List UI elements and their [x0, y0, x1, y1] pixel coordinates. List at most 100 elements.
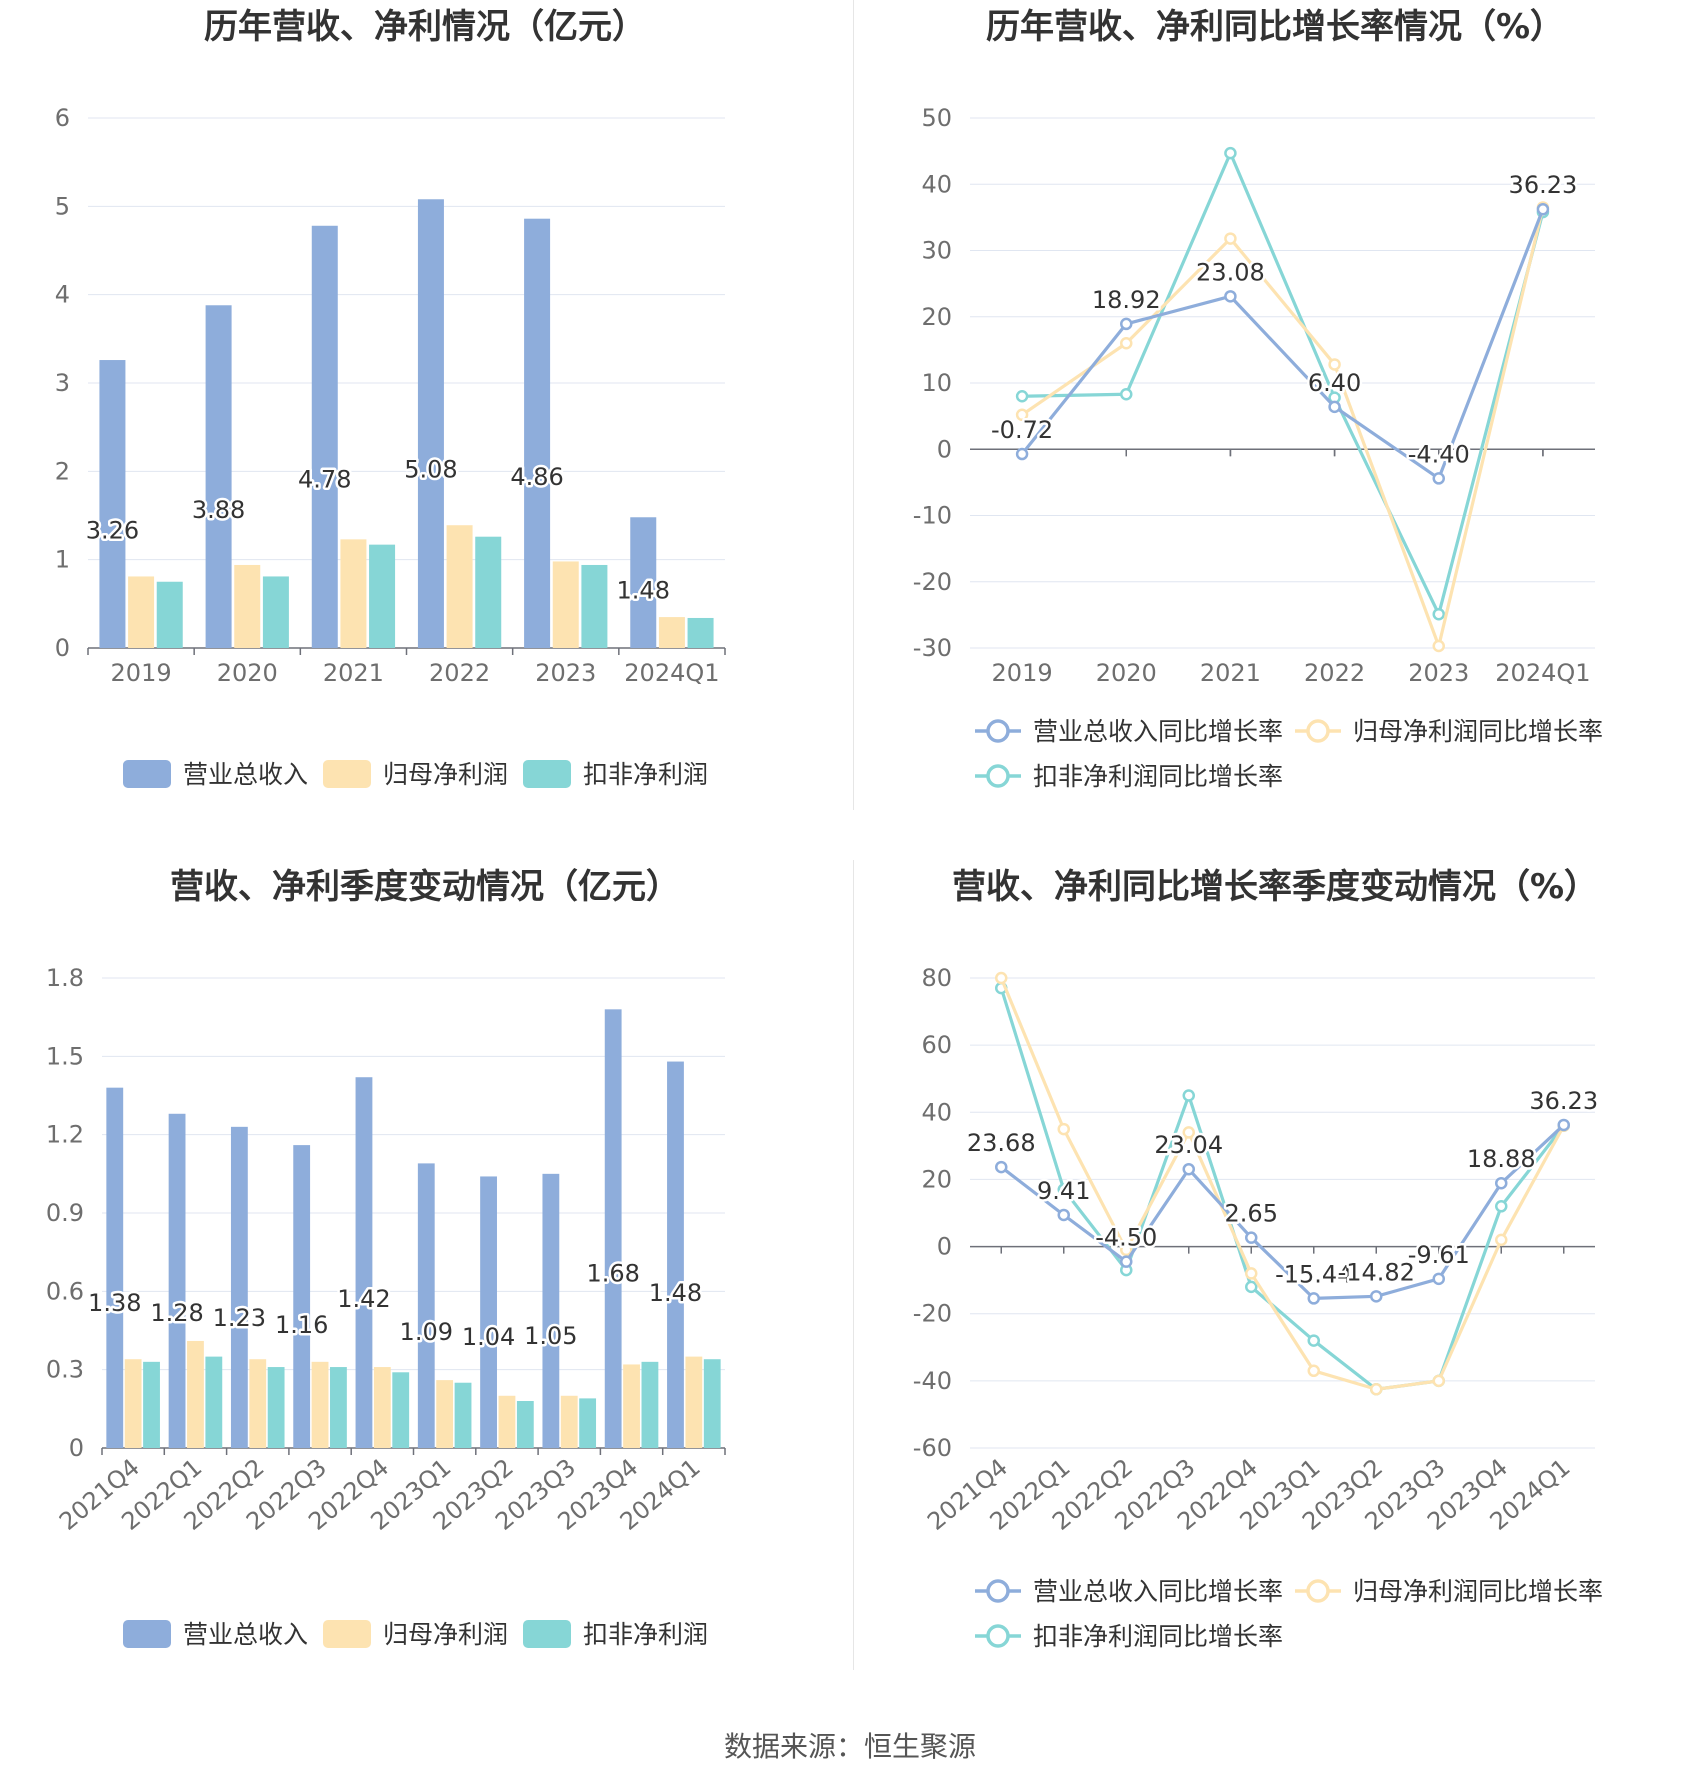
bar-1 — [340, 539, 367, 648]
series-point-0 — [1120, 1255, 1133, 1268]
data-label: 36.23 — [1509, 171, 1578, 199]
series-point-2 — [1245, 1280, 1258, 1294]
data-label: -0.72 — [991, 416, 1053, 444]
bar-0 — [480, 1176, 497, 1448]
x-tick-label: 2021 — [323, 659, 384, 687]
data-label: 1.42 — [337, 1285, 390, 1313]
x-tick-label: 2019 — [992, 659, 1053, 687]
bar-0 — [417, 1163, 435, 1448]
legend-label: 营业总收入同比增长率 — [1033, 1577, 1283, 1606]
legend-label: 扣非净利润 — [583, 760, 708, 789]
bar-1 — [552, 561, 579, 648]
series-point-0 — [1557, 1118, 1570, 1132]
series-point-0 — [1495, 1176, 1508, 1190]
bar-1 — [187, 1340, 204, 1448]
data-source-note: 数据来源：恒生聚源 — [723, 1730, 976, 1763]
series-line-0 — [1020, 208, 1545, 480]
series-line-0 — [1000, 1123, 1565, 1301]
series-point-1 — [1057, 1122, 1070, 1136]
data-label: 18.88 — [1467, 1145, 1536, 1173]
y-tick-label: 4 — [55, 281, 70, 309]
legend-swatch — [323, 760, 371, 788]
y-tick-label: 1.5 — [46, 1042, 84, 1070]
data-label: 4.86 — [510, 463, 563, 491]
data-label: 1.38 — [88, 1289, 141, 1317]
series-point-1 — [1015, 408, 1029, 422]
y-tick-label: 1.8 — [46, 964, 84, 992]
x-tick-label: 2023 — [535, 659, 596, 687]
y-tick-label: -10 — [913, 502, 952, 530]
bar-1 — [249, 1359, 267, 1448]
data-label: 18.92 — [1092, 286, 1161, 314]
y-tick-label: -60 — [913, 1434, 952, 1462]
bar-1 — [234, 564, 261, 648]
bar-0 — [417, 199, 444, 648]
series-line-2 — [999, 987, 1566, 1391]
series-point-2 — [1182, 1089, 1195, 1102]
data-label: -15.44 — [1275, 1260, 1352, 1288]
bar-0 — [230, 1126, 248, 1448]
series-line-1 — [999, 977, 1566, 1391]
legend-marker — [986, 764, 1010, 788]
y-tick-label: 0.6 — [46, 1277, 84, 1305]
chart-svg-0: 历年营收、净利情况（亿元） 0 1 2 3 4 5 6 2019 2020 2021 2022 2023… — [55, 7, 726, 789]
legend-swatch — [523, 1620, 571, 1648]
chart-svg-2: 营收、净利季度变动情况（亿元）00.30.60.91.21.51.82021Q4… — [46, 867, 726, 1649]
bar-2 — [641, 1361, 659, 1448]
series-point-1 — [1120, 337, 1133, 350]
y-tick-label: 60 — [921, 1031, 952, 1059]
legend-label: 归母净利润 — [383, 1620, 508, 1649]
data-label: -4.50 — [1095, 1224, 1157, 1252]
divider-bottom — [853, 860, 854, 1670]
bar-2 — [581, 564, 608, 648]
bar-0 — [293, 1145, 311, 1448]
legend-swatch — [523, 760, 571, 788]
bar-2 — [205, 1356, 223, 1448]
data-label: -4.40 — [1408, 440, 1470, 468]
series-point-1 — [1224, 232, 1237, 245]
bar-2 — [262, 576, 289, 648]
bar-0 — [604, 1009, 622, 1448]
y-tick-label: 10 — [921, 369, 952, 397]
bar-2 — [579, 1398, 597, 1448]
x-tick-label: 2022 — [1304, 659, 1365, 687]
bar-0 — [524, 218, 551, 648]
series-point-0 — [1182, 1162, 1195, 1176]
chart-svg-3: 营收、净利同比增长率季度变动情况（%）-60-40-20020406080202… — [913, 867, 1603, 1651]
legend-marker — [1306, 719, 1330, 743]
series-line-2 — [1022, 151, 1545, 616]
y-tick-label: 0 — [55, 634, 70, 662]
chart-quarterly-growth-rate: 营收、净利同比增长率季度变动情况（%） -60 -40 -20 0 20 40 60 80 202… — [850, 860, 1700, 1720]
chart-svg-1: 历年营收、净利同比增长率情况（%） -30 -20 -10 0 10 20 30 40 50 201… — [913, 7, 1603, 791]
series-point-2 — [1120, 388, 1133, 401]
x-tick-label: 2024Q1 — [1495, 659, 1590, 687]
bar-1 — [311, 1361, 329, 1448]
y-tick-label: -20 — [913, 568, 952, 596]
bar-0 — [630, 517, 657, 648]
legend-swatch — [123, 760, 171, 788]
bar-1 — [498, 1395, 516, 1448]
legend-label: 营业总收入 — [183, 760, 308, 789]
chart-annual-growth-rate: 历年营收、净利同比增长率情况（%） -30 -20 -10 0 10 20 30 40 50 201… — [850, 0, 1700, 860]
y-tick-label: -30 — [913, 634, 952, 662]
series-point-1 — [1120, 1243, 1133, 1257]
y-tick-label: 30 — [921, 237, 952, 265]
y-tick-label: -40 — [913, 1367, 952, 1395]
bar-2 — [369, 544, 396, 648]
y-tick-label: 2 — [55, 457, 70, 485]
legend-swatch — [123, 1620, 171, 1648]
y-tick-label: -20 — [913, 1300, 952, 1328]
legend-label: 扣非净利润同比增长率 — [1033, 1622, 1283, 1651]
bar-2 — [267, 1367, 285, 1448]
bar-1 — [436, 1380, 454, 1448]
bar-2 — [392, 1372, 410, 1448]
series-point-1 — [995, 971, 1008, 985]
bar-2 — [156, 581, 183, 648]
y-tick-label: 0 — [69, 1434, 84, 1462]
bar-2 — [516, 1401, 534, 1448]
y-tick-label: 40 — [921, 170, 952, 198]
data-label: 23.68 — [967, 1129, 1036, 1157]
series-point-2 — [1057, 1183, 1070, 1196]
bar-2 — [330, 1367, 347, 1448]
series-point-1 — [1328, 358, 1341, 371]
